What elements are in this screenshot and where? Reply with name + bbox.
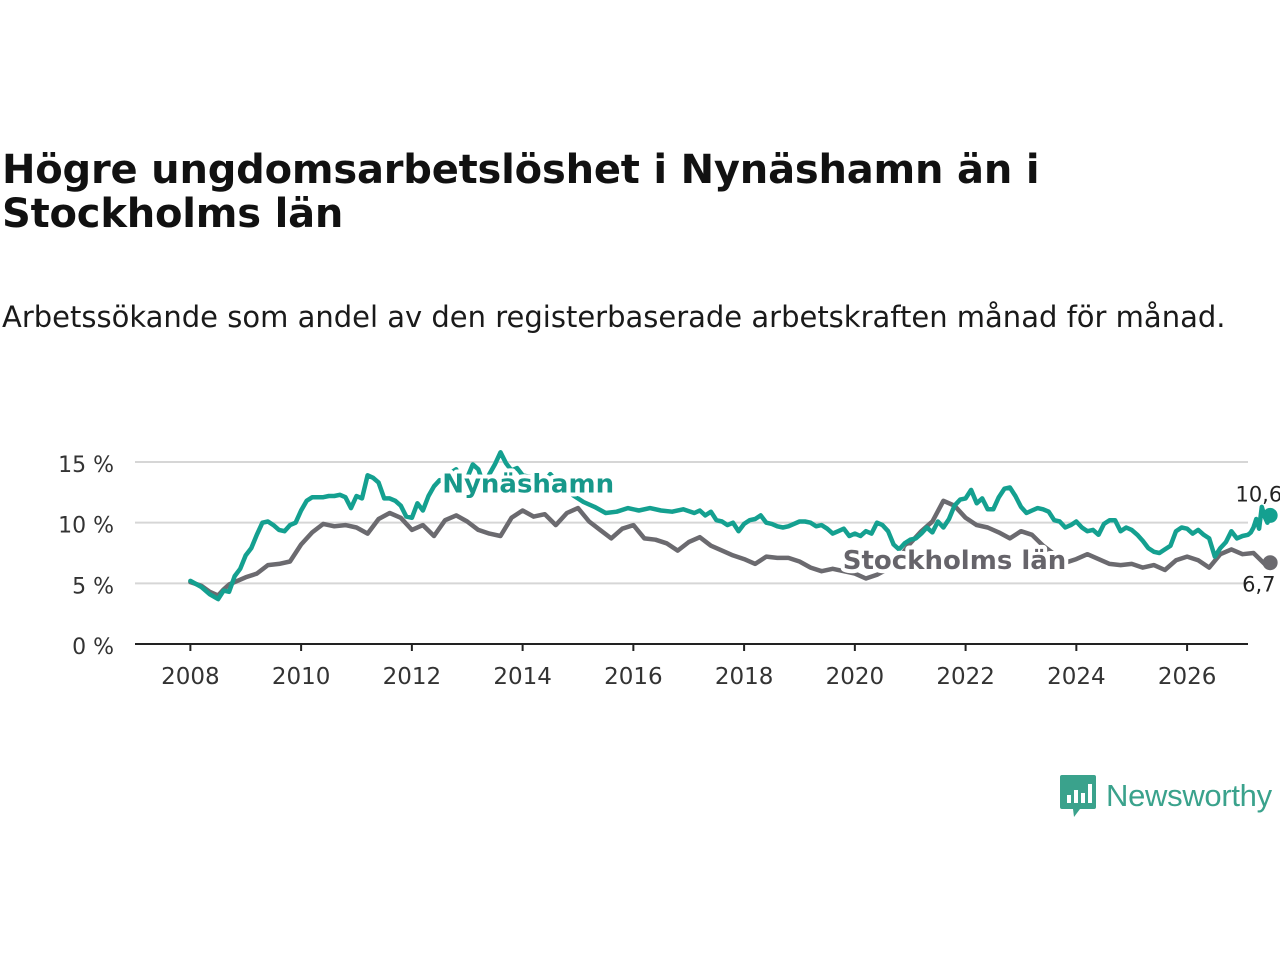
series-label: Nynäshamn — [442, 469, 614, 499]
y-tick-label: 10 % — [58, 514, 114, 539]
end-value-label: 6,7 % — [1242, 573, 1280, 597]
x-tick-label: 2022 — [936, 664, 995, 690]
series-label: Stockholms län — [843, 546, 1067, 576]
series-line-nynäshamn — [188, 450, 1273, 602]
x-tick-label: 2010 — [272, 664, 331, 690]
brand-name: Newsworthy — [1106, 778, 1272, 813]
end-value-label: 10,6 % — [1235, 482, 1280, 506]
grid-lines — [135, 461, 1248, 585]
x-tick-label: 2026 — [1158, 664, 1217, 690]
series-annotations: 10,6 %6,7 %NynäshamnNynäshamnStockholms … — [438, 465, 1280, 597]
y-tick-label: 0 % — [72, 635, 114, 660]
x-tick-label: 2016 — [604, 664, 663, 690]
series-line-stockholms-län — [188, 498, 1273, 598]
x-tick-label: 2018 — [715, 664, 774, 690]
x-axis: 2008 2010 2012 2014 2016 2018 2020 2022 2024 2026 — [135, 643, 1248, 690]
x-tick-label: 2014 — [493, 664, 552, 690]
x-tick-label: 2012 — [383, 664, 442, 690]
newsworthy-logo: Newsworthy — [1058, 773, 1272, 819]
line-chart: 0 %5 %10 %15 % 2008 2010 2012 2014 2016 2018 2… — [58, 450, 1280, 690]
series-lines — [188, 450, 1278, 602]
chart-subtitle: Arbetssökande som andel av den registerb… — [2, 300, 1226, 334]
y-tick-label: 5 % — [72, 574, 114, 599]
series-label-halo: Stockholms län — [843, 546, 1067, 576]
y-tick-label: 15 % — [58, 453, 114, 478]
series-end-point-nynäshamn — [1262, 507, 1278, 523]
series-label-halo: Nynäshamn — [442, 469, 614, 499]
x-tick-label: 2024 — [1047, 664, 1106, 690]
series-end-point-stockholms-län — [1262, 555, 1278, 571]
chart-title: Högre ungdomsarbetslöshet i Nynäshamn än… — [2, 147, 1040, 237]
newsworthy-logo-icon — [1060, 775, 1096, 817]
y-axis-ticks: 0 % 5 % 10 % 15 % — [58, 453, 114, 660]
x-tick-label: 2020 — [826, 664, 885, 690]
x-tick-label: 2008 — [161, 664, 220, 690]
